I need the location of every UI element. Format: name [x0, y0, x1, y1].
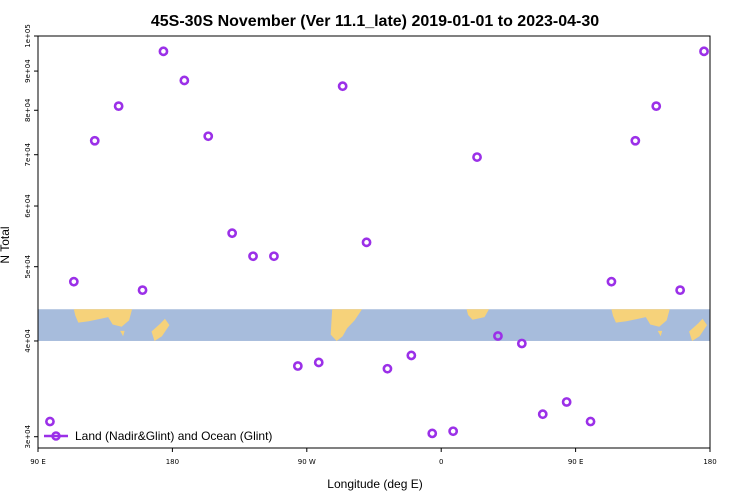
data-point	[651, 101, 662, 112]
chart-title: 45S-30S November (Ver 11.1_late) 2019-01…	[151, 13, 599, 30]
x-tick-label: 0	[439, 458, 443, 466]
legend-marker-swatch	[51, 431, 61, 441]
x-tick-label: 180	[703, 458, 716, 466]
data-point	[606, 276, 617, 287]
world-map-strip	[38, 309, 710, 341]
y-axis-label: N Total	[0, 226, 12, 263]
plot-frame	[37, 35, 711, 449]
data-point	[472, 152, 482, 162]
map-repeat-new-zealand	[689, 318, 708, 341]
map-africa	[466, 309, 489, 320]
data-point	[585, 416, 596, 427]
x-axis: 90 E 180 90 W 0 90 E 180	[30, 448, 717, 466]
data-point	[179, 75, 190, 86]
y-axis: 3e+04 4e+04 5e+04 6e+04 7e+04 8e+04 9e+04 1e+05	[24, 24, 38, 448]
data-point	[158, 46, 169, 57]
data-point	[68, 276, 79, 287]
map-australia	[73, 309, 133, 327]
y-tick-label: 7e+04	[24, 142, 32, 166]
data-point	[448, 426, 459, 437]
data-point	[227, 228, 238, 239]
x-tick-label: 180	[166, 458, 179, 466]
y-tick-label: 4e+04	[24, 329, 32, 353]
data-point	[361, 237, 372, 248]
x-tick-label: 90 E	[30, 458, 46, 466]
data-point	[699, 46, 709, 57]
x-tick-label: 90 E	[568, 458, 584, 466]
data-point	[248, 251, 258, 262]
y-tick-label: 3e+04	[24, 424, 32, 448]
data-point	[269, 251, 279, 262]
data-point	[630, 135, 641, 146]
legend-entry-label: Land (Nadir&Glint) and Ocean (Glint)	[75, 429, 272, 443]
data-point	[493, 331, 503, 341]
y-tick-label: 5e+04	[24, 254, 32, 278]
map-south-america	[330, 309, 363, 341]
data-point	[313, 357, 324, 368]
data-point	[537, 409, 548, 420]
data-point	[137, 285, 148, 296]
x-axis-label: Longitude (deg E)	[327, 477, 422, 491]
data-point	[203, 131, 214, 142]
data-point	[292, 361, 303, 371]
data-points	[45, 46, 709, 439]
y-tick-label: 1e+05	[24, 24, 32, 48]
data-point	[113, 101, 124, 112]
ocean-band	[38, 309, 710, 341]
data-point	[675, 285, 686, 296]
data-point	[427, 428, 438, 439]
map-new-zealand	[151, 318, 170, 341]
data-point	[406, 350, 417, 361]
data-point	[516, 338, 527, 349]
map-tasmania	[120, 330, 125, 337]
data-point	[337, 81, 348, 92]
map-repeat-tasmania	[657, 330, 663, 337]
map-repeat-australia	[611, 309, 670, 327]
x-tick-label: 90 W	[298, 458, 316, 466]
data-point	[89, 135, 100, 146]
data-point	[382, 363, 393, 374]
data-point	[45, 416, 55, 427]
data-point	[561, 397, 572, 407]
y-tick-label: 9e+04	[24, 59, 32, 83]
y-tick-label: 6e+04	[24, 194, 32, 218]
y-tick-label: 8e+04	[24, 98, 32, 122]
legend: Land (Nadir&Glint) and Ocean (Glint)	[44, 429, 272, 443]
